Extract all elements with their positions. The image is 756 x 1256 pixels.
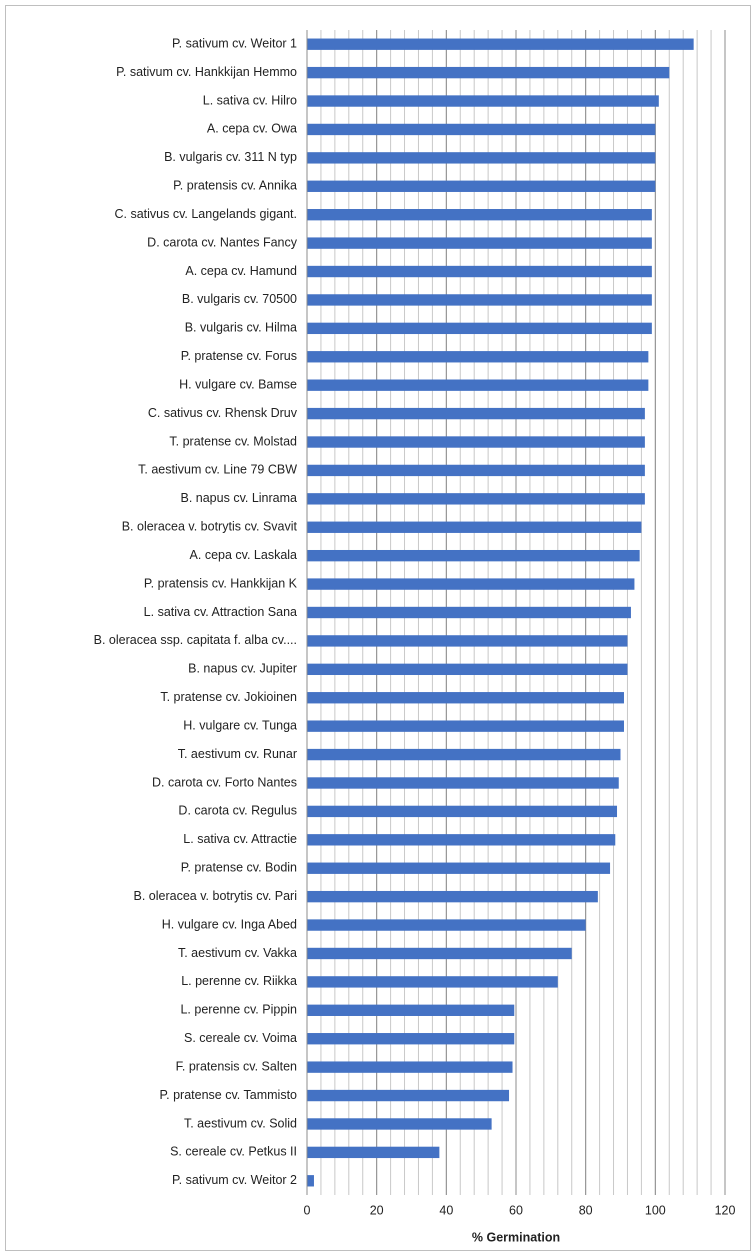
bar <box>307 209 652 221</box>
bar <box>307 976 558 988</box>
y-tick-label: C. sativus cv. Langelands gigant. <box>114 207 297 221</box>
bar <box>307 549 640 562</box>
bar <box>307 123 656 136</box>
y-tick-label: B. oleracea ssp. capitata f. alba cv.... <box>94 633 297 647</box>
y-tick-label: T. aestivum cv. Vakka <box>178 946 297 960</box>
y-tick-label: P. sativum cv. Weitor 1 <box>172 37 297 51</box>
bar <box>307 265 652 278</box>
bar <box>307 834 616 846</box>
bar <box>307 1089 510 1102</box>
y-tick-label: P. pratense cv. Bodin <box>181 861 297 875</box>
bar <box>307 521 642 533</box>
x-tick-label: 80 <box>579 1203 593 1217</box>
bar <box>307 606 631 619</box>
bar <box>307 351 649 363</box>
bar <box>307 322 652 335</box>
bar <box>307 294 652 306</box>
y-tick-label: B. vulgaris cv. 70500 <box>182 292 297 306</box>
bar <box>307 1061 513 1073</box>
y-tick-label: B. vulgaris cv. Hilma <box>185 321 297 335</box>
y-tick-label: T. aestivum cv. Solid <box>184 1116 297 1130</box>
y-tick-label: B. napus cv. Linrama <box>181 491 298 505</box>
bar <box>307 748 621 761</box>
y-tick-label: P. pratense cv. Tammisto <box>159 1088 297 1102</box>
bar <box>307 1175 314 1187</box>
y-tick-label: A. cepa cv. Hamund <box>185 264 297 278</box>
y-tick-label: P. sativum cv. Hankkijan Hemmo <box>116 65 297 79</box>
x-axis-title: % Germination <box>472 1230 560 1244</box>
y-tick-label: H. vulgare cv. Tunga <box>183 718 297 732</box>
bar <box>307 777 619 789</box>
y-tick-label: D. carota cv. Regulus <box>178 804 297 818</box>
y-tick-label: T. pratense cv. Jokioinen <box>160 690 297 704</box>
y-tick-label: T. aestivum cv. Runar <box>178 747 297 761</box>
y-tick-label: F. pratensis cv. Salten <box>176 1059 297 1073</box>
x-tick-label: 40 <box>439 1203 453 1217</box>
y-tick-label: D. carota cv. Nantes Fancy <box>147 235 298 249</box>
bar <box>307 919 586 931</box>
bar <box>307 720 624 732</box>
y-tick-label: H. vulgare cv. Bamse <box>179 377 297 391</box>
y-tick-label: A. cepa cv. Owa <box>207 122 297 136</box>
x-tick-label: 0 <box>304 1203 311 1217</box>
y-tick-label: T. pratense cv. Molstad <box>169 434 297 448</box>
bar <box>307 180 656 192</box>
y-tick-label: A. cepa cv. Laskala <box>190 548 298 562</box>
bar <box>307 663 628 676</box>
y-tick-label: L. sativa cv. Attraction Sana <box>144 605 297 619</box>
y-tick-label: C. sativus cv. Rhensk Druv <box>148 406 298 420</box>
y-tick-label: B. vulgaris cv. 311 N typ <box>164 150 297 164</box>
bar <box>307 95 659 107</box>
bar <box>307 1004 515 1016</box>
x-tick-label: 120 <box>715 1203 736 1217</box>
y-tick-label: L. perenne cv. Riikka <box>181 974 297 988</box>
bar <box>307 38 694 50</box>
y-tick-label: B. napus cv. Jupiter <box>188 662 297 676</box>
y-tick-label: P. pratensis cv. Annika <box>173 179 297 193</box>
bar <box>307 436 645 448</box>
x-tick-label: 20 <box>370 1203 384 1217</box>
bar <box>307 1033 515 1045</box>
y-tick-label: L. sativa cv. Attractie <box>183 832 297 846</box>
x-tick-label: 60 <box>509 1203 523 1217</box>
y-tick-label: D. carota cv. Forto Nantes <box>152 775 297 789</box>
y-tick-label: B. oleracea v. botrytis cv. Pari <box>134 889 297 903</box>
bar <box>307 237 652 249</box>
bar <box>307 890 598 903</box>
bar <box>307 862 611 874</box>
y-tick-label: L. sativa cv. Hilro <box>203 93 297 107</box>
y-tick-label: P. pratensis cv. Hankkijan K <box>144 576 298 590</box>
y-tick-label: S. cereale cv. Voima <box>184 1031 297 1045</box>
y-tick-label: P. sativum cv. Weitor 2 <box>172 1173 297 1187</box>
bar <box>307 464 645 477</box>
bar <box>307 379 649 391</box>
y-tick-label: B. oleracea v. botrytis cv. Svavit <box>122 520 298 534</box>
bar <box>307 1146 440 1159</box>
bar <box>307 1118 492 1130</box>
chart-border <box>5 5 751 1251</box>
y-tick-label: H. vulgare cv. Inga Abed <box>162 917 297 931</box>
y-tick-label: P. pratense cv. Forus <box>181 349 297 363</box>
bar <box>307 152 656 164</box>
bar <box>307 493 645 505</box>
bar <box>307 578 635 590</box>
bar <box>307 947 572 960</box>
bar <box>307 692 624 704</box>
y-tick-label: T. aestivum cv. Line 79 CBW <box>138 463 297 477</box>
bar <box>307 635 628 647</box>
bar <box>307 805 618 818</box>
y-tick-label: L. perenne cv. Pippin <box>180 1003 297 1017</box>
bar <box>307 407 645 420</box>
y-tick-label: S. cereale cv. Petkus II <box>170 1145 297 1159</box>
x-tick-label: 100 <box>645 1203 666 1217</box>
bar <box>307 66 670 79</box>
